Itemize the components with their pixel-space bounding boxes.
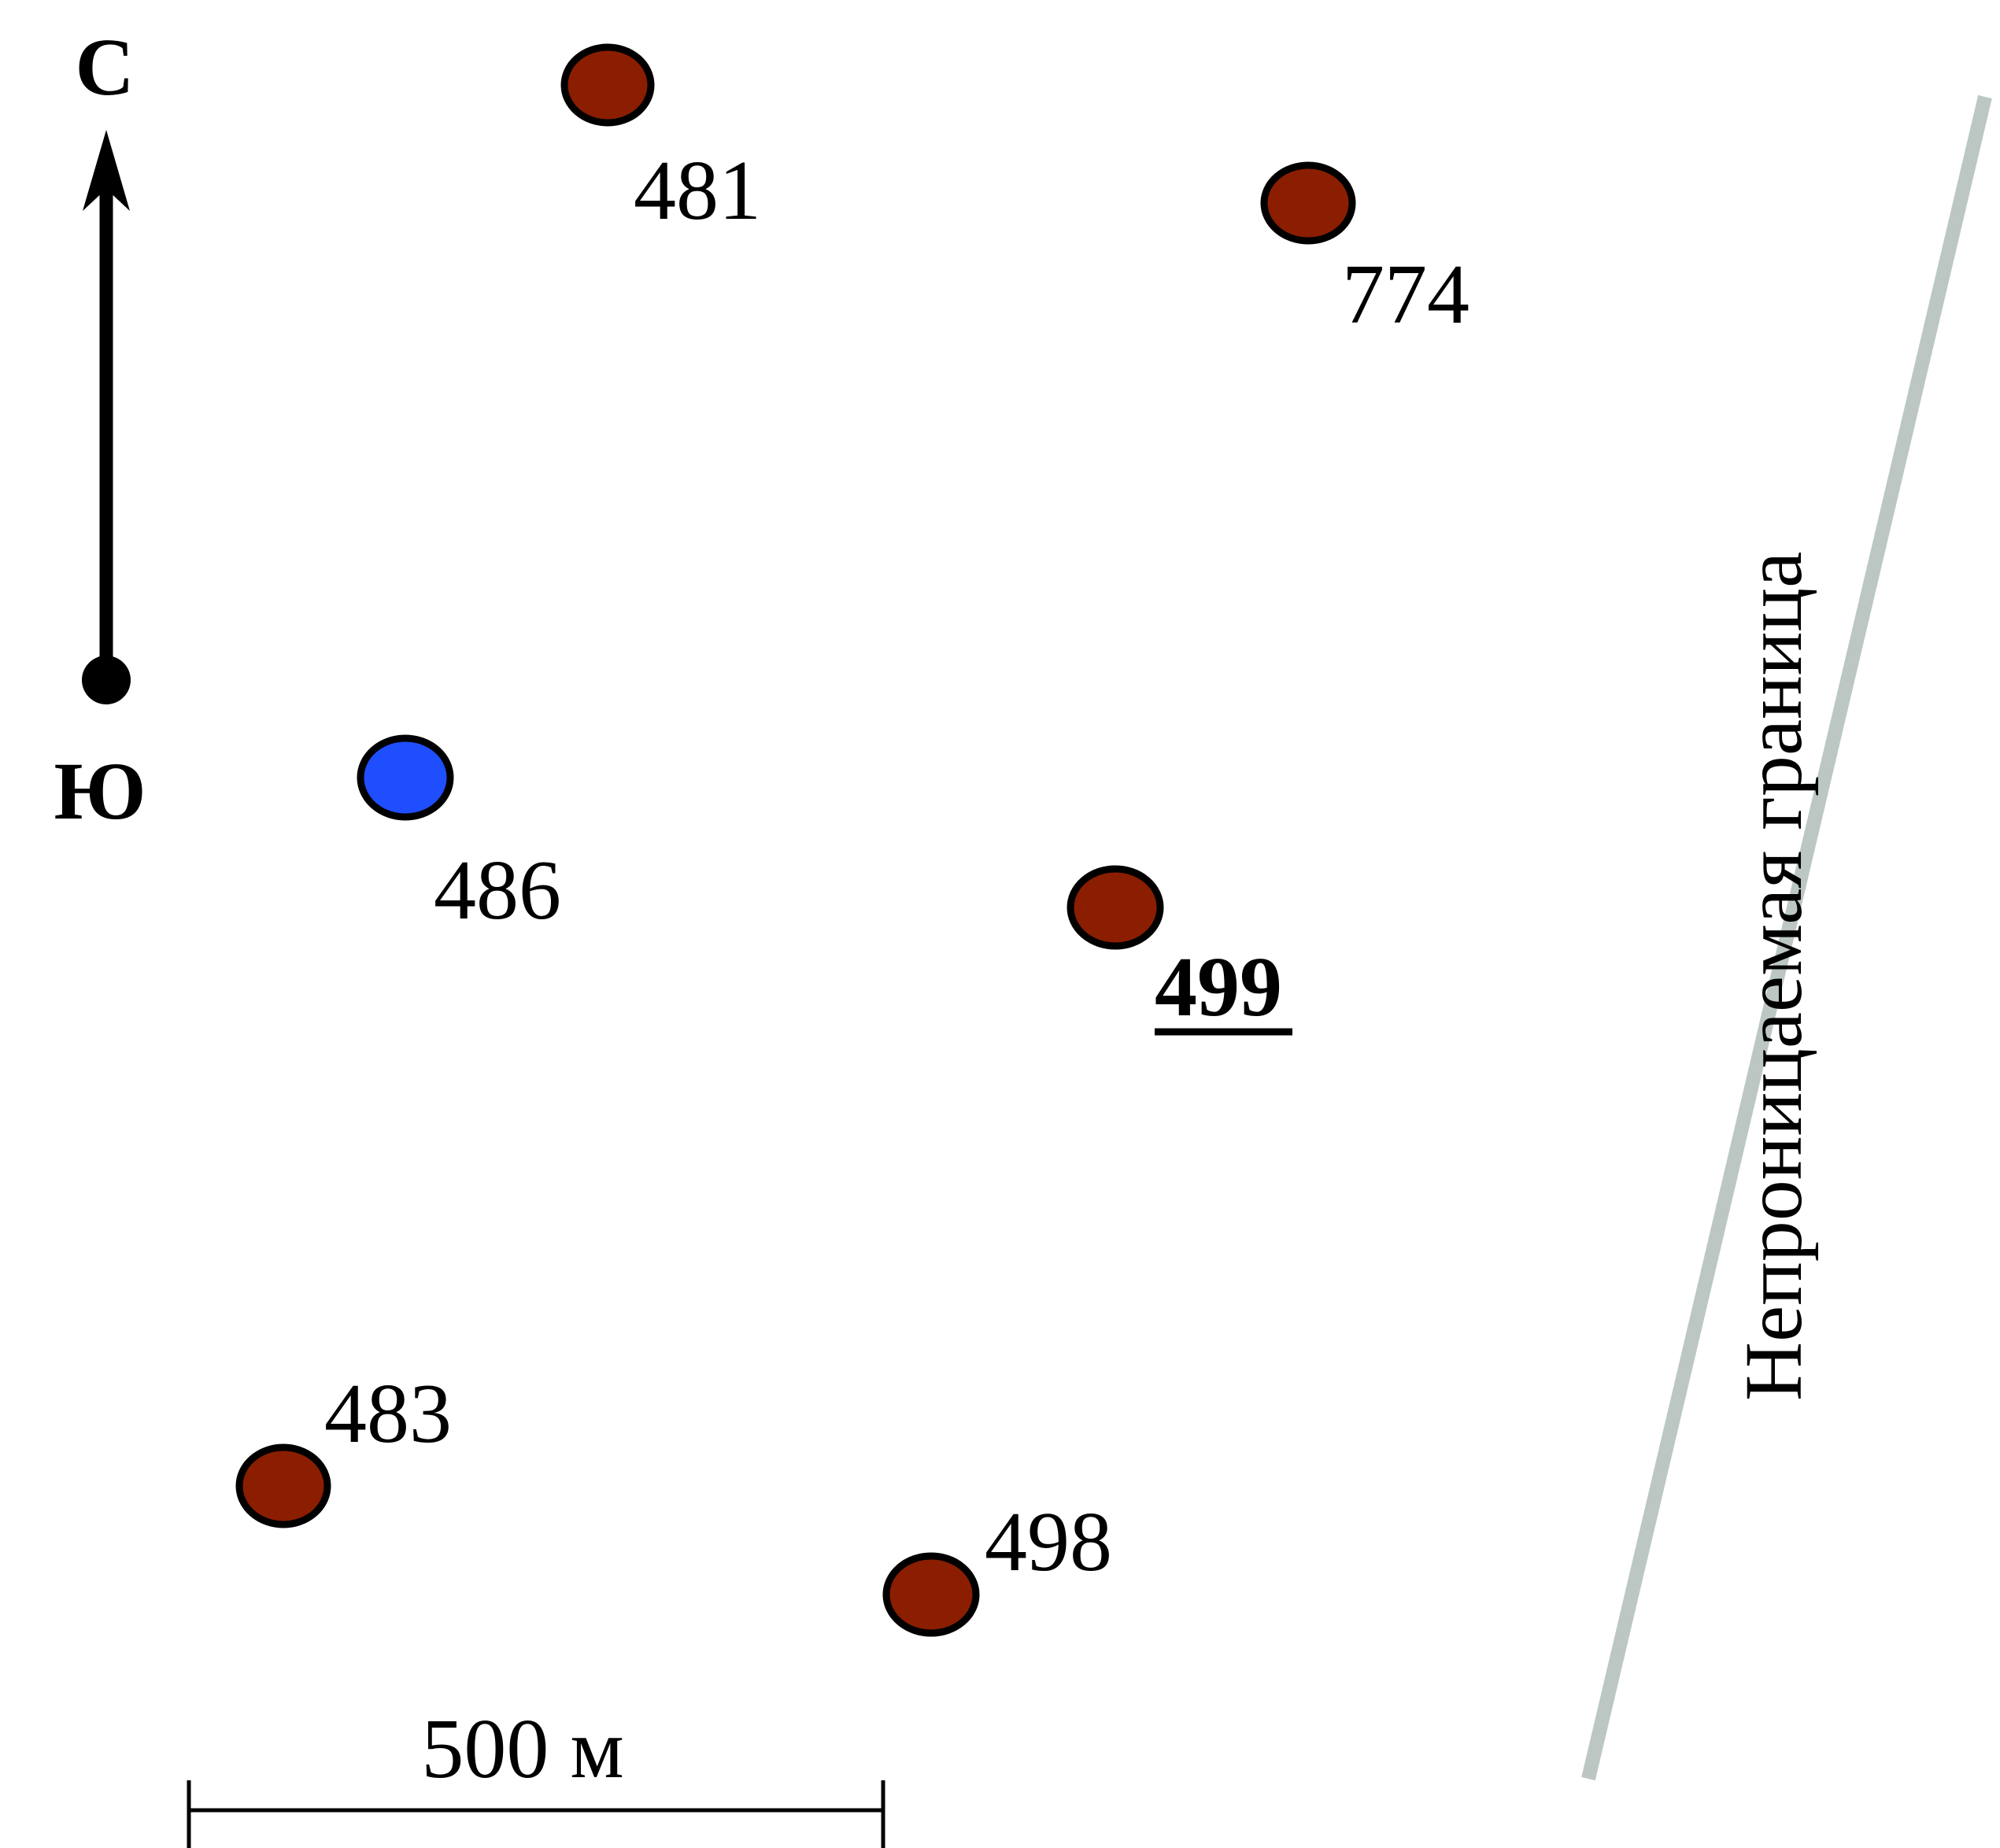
well-label: 774 <box>1342 248 1470 342</box>
impermeable-boundary-label: Непроницаемая граница <box>1728 552 1819 1401</box>
injector-well-marker <box>357 734 454 821</box>
well-774: 774 <box>1260 161 1470 342</box>
compass-south-label: Ю <box>54 746 146 837</box>
well-483: 483 <box>235 1367 452 1528</box>
scale-bar-label: 500 м <box>421 1702 623 1796</box>
well-label: 481 <box>634 144 761 238</box>
north-arrow-head-icon <box>83 130 130 211</box>
well-499: 499 <box>1067 865 1292 1036</box>
producer-well-marker <box>560 43 655 127</box>
producer-well-marker <box>235 1443 331 1528</box>
scale-bar <box>187 1780 885 1848</box>
impermeable-boundary-line <box>1581 94 1992 1781</box>
well-498: 498 <box>882 1495 1112 1637</box>
north-arrow <box>82 130 131 704</box>
well-481: 481 <box>560 43 761 238</box>
well-486: 486 <box>357 734 561 937</box>
well-label-highlighted: 499 <box>1155 941 1282 1034</box>
producer-well-marker <box>1260 161 1356 245</box>
producer-well-marker <box>882 1552 980 1637</box>
producer-well-marker <box>1067 865 1164 950</box>
north-arrow-tail-dot <box>82 656 131 704</box>
well-label: 486 <box>434 844 561 937</box>
compass-north-label: С <box>75 22 134 113</box>
well-label: 483 <box>324 1367 452 1461</box>
well-label: 498 <box>985 1495 1112 1589</box>
